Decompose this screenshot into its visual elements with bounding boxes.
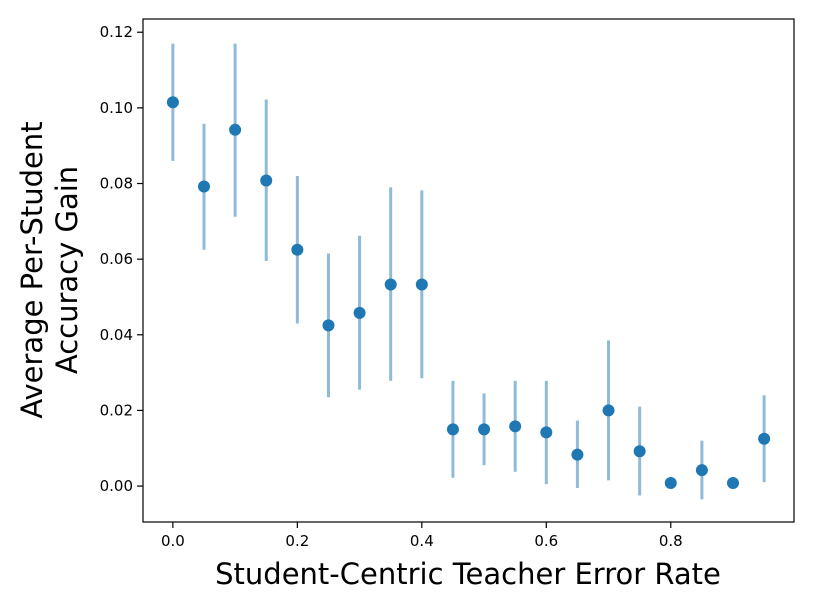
x-axis-ticks: 0.0 0.2 0.4 0.6 0.8 xyxy=(161,522,683,550)
y-tick-label: 0.04 xyxy=(100,326,133,344)
plot-frame xyxy=(142,18,795,523)
data-point xyxy=(322,319,335,332)
y-tick-label: 0.10 xyxy=(100,99,133,117)
data-point xyxy=(571,448,584,461)
x-tick-label: 0.2 xyxy=(285,532,309,550)
data-point xyxy=(633,445,646,458)
data-point xyxy=(478,423,491,436)
data-point xyxy=(509,420,522,433)
y-tick-label: 0.02 xyxy=(100,401,133,419)
data-point xyxy=(758,432,771,445)
x-tick-label: 0.6 xyxy=(534,532,558,550)
data-point xyxy=(291,243,304,256)
data-point xyxy=(664,477,677,490)
data-point xyxy=(602,404,615,417)
data-point xyxy=(446,423,459,436)
y-axis-label: Average Per-Student Accuracy Gain xyxy=(15,121,84,418)
y-axis-label-line-1: Average Per-Student xyxy=(15,121,49,418)
data-point xyxy=(727,477,740,490)
y-tick-label: 0.12 xyxy=(100,23,133,41)
data-point xyxy=(540,426,553,439)
y-tick-label: 0.00 xyxy=(100,477,133,495)
data-point xyxy=(197,180,210,193)
data-point xyxy=(353,306,366,319)
data-point xyxy=(384,278,397,291)
y-tick-label: 0.08 xyxy=(100,175,133,193)
data-points xyxy=(166,96,771,490)
data-point xyxy=(415,278,428,291)
data-point xyxy=(260,174,273,187)
x-tick-label: 0.0 xyxy=(161,532,185,550)
x-tick-label: 0.4 xyxy=(410,532,434,550)
data-point xyxy=(695,464,708,477)
y-axis-label-line-2: Accuracy Gain xyxy=(50,166,84,374)
x-axis-label: Student-Centric Teacher Error Rate xyxy=(215,557,721,591)
y-axis-ticks: 0.00 0.02 0.04 0.06 0.08 0.10 0.12 xyxy=(100,23,143,495)
data-point xyxy=(229,123,242,136)
y-tick-label: 0.06 xyxy=(100,250,133,268)
error-bars xyxy=(171,43,766,500)
x-tick-label: 0.8 xyxy=(659,532,683,550)
data-point xyxy=(166,96,179,109)
